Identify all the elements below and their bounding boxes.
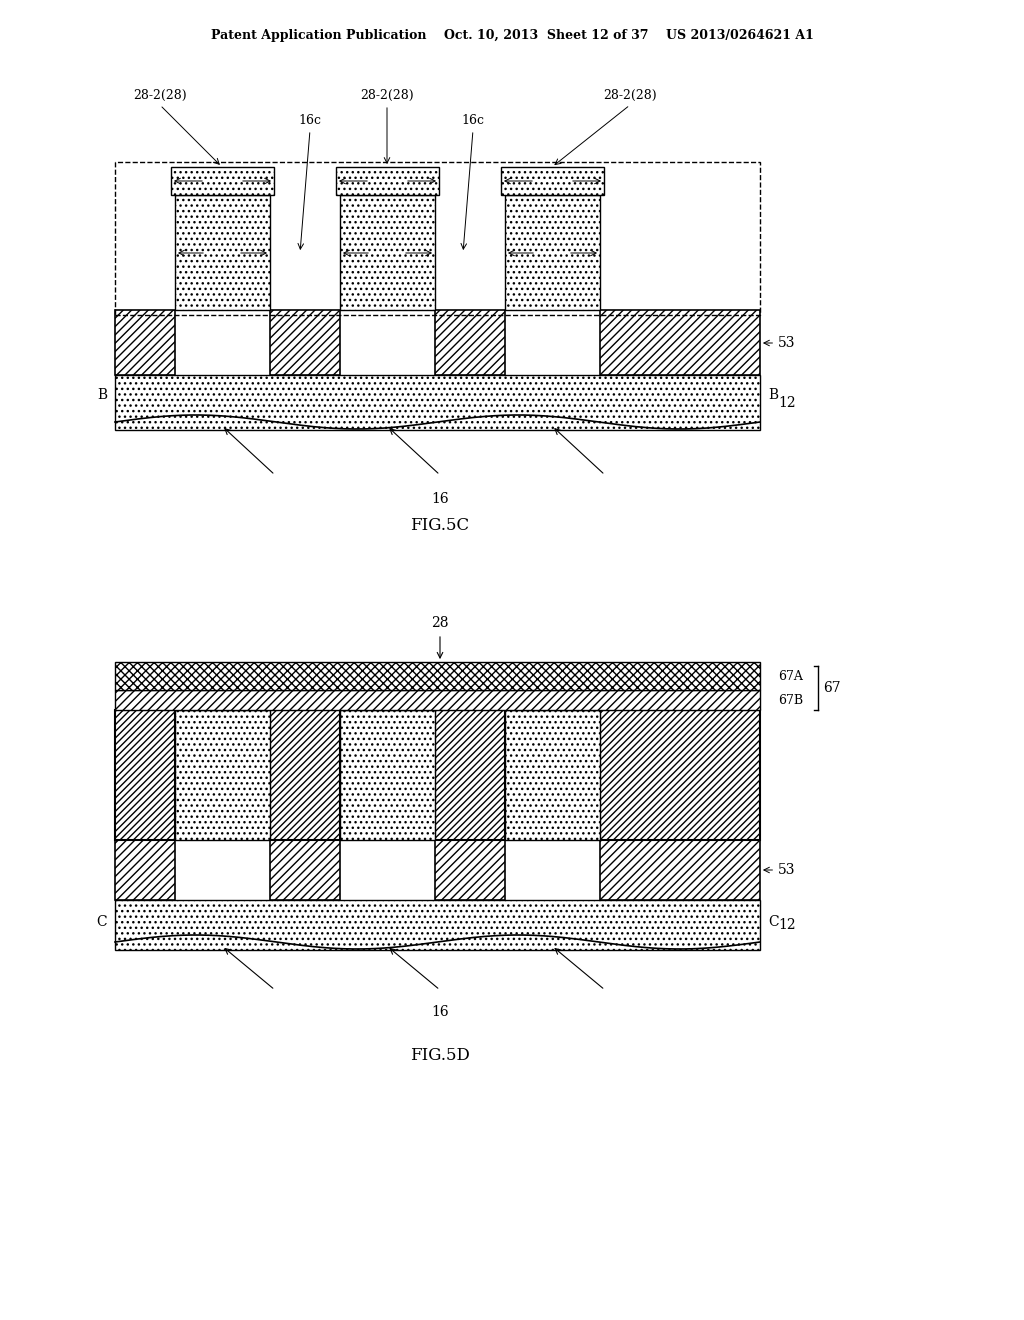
Text: C: C (96, 915, 106, 929)
Bar (600, 710, 760, 840)
Text: FIG.5D: FIG.5D (410, 1047, 470, 1064)
Bar (340, 195, 435, 310)
Text: 53: 53 (764, 863, 796, 876)
Text: 28-2(28): 28-2(28) (133, 88, 186, 102)
Bar (175, 710, 270, 840)
Text: 53: 53 (764, 337, 796, 350)
Bar (505, 195, 600, 310)
Text: 67: 67 (823, 681, 841, 696)
Text: 16c: 16c (462, 114, 484, 127)
Text: FIG.5C: FIG.5C (411, 516, 470, 533)
Text: 28: 28 (431, 616, 449, 630)
Bar (435, 840, 505, 900)
Bar (171, 168, 274, 195)
Bar (115, 162, 760, 315)
Bar (175, 195, 270, 310)
Text: 12: 12 (778, 396, 796, 411)
Bar (115, 690, 760, 710)
Bar (600, 840, 760, 900)
Text: C: C (768, 915, 778, 929)
Bar (435, 310, 505, 375)
Bar (115, 375, 760, 430)
Bar (115, 840, 175, 900)
Text: 28-2(28): 28-2(28) (603, 88, 656, 102)
Bar (435, 710, 505, 840)
Text: 16c: 16c (299, 114, 322, 127)
Bar (270, 710, 340, 840)
Bar (270, 840, 340, 900)
Text: 12: 12 (778, 917, 796, 932)
Bar (340, 710, 435, 840)
Bar (270, 310, 340, 375)
Text: 28-2(28): 28-2(28) (360, 88, 414, 102)
Text: 16: 16 (431, 1005, 449, 1019)
Text: 67A: 67A (778, 669, 803, 682)
Bar (115, 663, 760, 690)
Bar (600, 310, 760, 375)
Text: 16: 16 (431, 492, 449, 506)
Bar (505, 710, 600, 840)
Text: 67B: 67B (778, 693, 803, 706)
Bar (501, 168, 604, 195)
Text: B: B (768, 388, 778, 403)
Text: Patent Application Publication    Oct. 10, 2013  Sheet 12 of 37    US 2013/02646: Patent Application Publication Oct. 10, … (211, 29, 813, 41)
Bar (336, 168, 439, 195)
Bar (115, 900, 760, 950)
Bar (115, 310, 175, 375)
Bar (115, 710, 175, 840)
Text: B: B (97, 388, 106, 403)
